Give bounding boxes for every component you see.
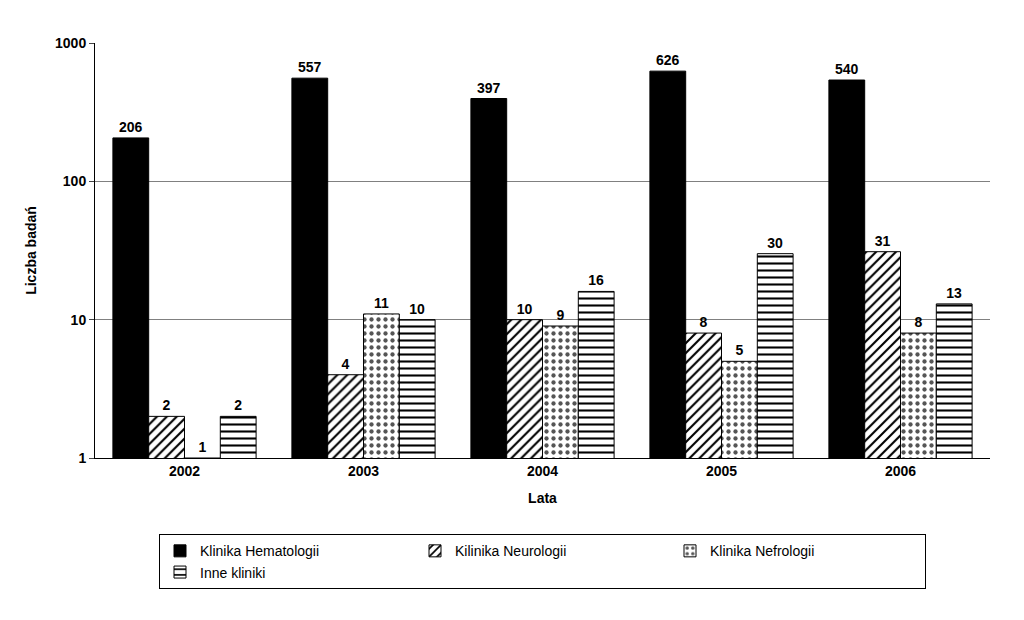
svg-text:206: 206 <box>119 119 143 135</box>
svg-text:2004: 2004 <box>527 463 558 479</box>
svg-text:11: 11 <box>374 295 389 311</box>
svg-text:397: 397 <box>477 80 501 96</box>
svg-text:Klinika Nefrologii: Klinika Nefrologii <box>710 543 814 559</box>
svg-text:2003: 2003 <box>348 463 379 479</box>
svg-text:1000: 1000 <box>55 35 86 51</box>
svg-text:2: 2 <box>163 397 171 413</box>
svg-text:30: 30 <box>767 235 783 251</box>
svg-text:16: 16 <box>588 272 604 288</box>
svg-text:1: 1 <box>78 450 86 466</box>
svg-text:100: 100 <box>63 173 87 189</box>
svg-text:9: 9 <box>556 307 564 323</box>
svg-text:Liczba badań: Liczba badań <box>23 206 39 295</box>
svg-text:4: 4 <box>342 356 350 372</box>
svg-text:2006: 2006 <box>885 463 916 479</box>
svg-text:626: 626 <box>656 52 680 68</box>
svg-text:1: 1 <box>198 439 206 455</box>
svg-text:540: 540 <box>835 61 859 77</box>
svg-text:Klinika Hematologii: Klinika Hematologii <box>200 543 319 559</box>
svg-text:2002: 2002 <box>169 463 200 479</box>
svg-text:2005: 2005 <box>706 463 737 479</box>
svg-text:10: 10 <box>71 312 87 328</box>
svg-text:8: 8 <box>914 314 922 330</box>
svg-text:31: 31 <box>875 233 891 249</box>
svg-text:2: 2 <box>234 397 242 413</box>
svg-text:10: 10 <box>517 301 533 317</box>
svg-text:557: 557 <box>298 59 322 75</box>
svg-text:5: 5 <box>735 342 743 358</box>
svg-text:8: 8 <box>700 314 708 330</box>
svg-text:13: 13 <box>946 285 962 301</box>
svg-text:Lata: Lata <box>528 490 557 506</box>
svg-text:Kilinika Neurologii: Kilinika Neurologii <box>455 543 566 559</box>
svg-text:Inne kliniki: Inne kliniki <box>200 565 265 581</box>
svg-text:10: 10 <box>409 301 425 317</box>
